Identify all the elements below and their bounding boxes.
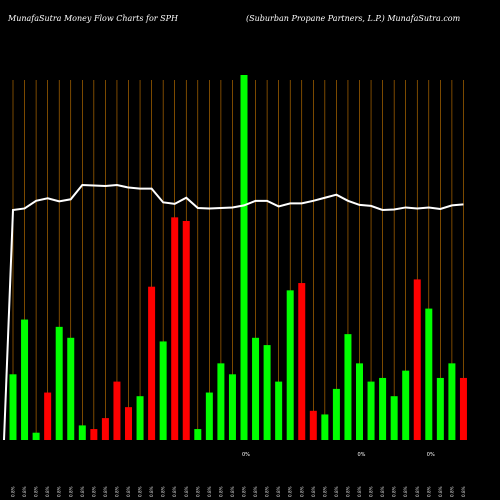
bar	[263, 345, 271, 440]
x-tick-label: 0.8%	[299, 486, 304, 497]
x-axis-labels: 0.8% 0.8% 0.8% 0.8% 0.8% 0.8% 0.8% 0.8% 0.8% 0.8%…	[11, 486, 466, 497]
x-tick-label: 0.8%	[380, 486, 385, 497]
x-tick-label: 0.8%	[161, 486, 166, 497]
annotation-label: 0%	[427, 452, 435, 458]
x-tick-label: 0.8%	[91, 486, 96, 497]
bar	[344, 334, 352, 440]
bar	[390, 396, 398, 440]
bar	[113, 381, 121, 440]
bar	[194, 429, 202, 440]
bar	[182, 221, 190, 440]
x-tick-label: 0.8%	[138, 486, 143, 497]
x-tick-label: 0.8%	[218, 486, 223, 497]
x-tick-label: 0.8%	[357, 486, 362, 497]
bar	[448, 363, 456, 440]
x-tick-label: 0.8%	[426, 486, 431, 497]
price-line	[3, 183, 464, 441]
bar	[217, 363, 225, 440]
x-tick-label: 0.8%	[345, 486, 350, 497]
grid-lines	[12, 80, 464, 440]
bar	[101, 418, 109, 440]
chart-title: MunafaSutra Money Flow Charts for SPH	[8, 14, 178, 23]
bar	[402, 370, 410, 440]
bar	[90, 429, 98, 440]
bar	[240, 75, 248, 440]
x-tick-label: 0.8%	[11, 486, 16, 497]
annotation-label: 0%	[242, 452, 250, 458]
x-tick-label: 0.8%	[195, 486, 200, 497]
x-tick-label: 0.8%	[334, 486, 339, 497]
x-tick-label: 0.8%	[242, 486, 247, 497]
price-line-series	[3, 183, 464, 441]
bar	[228, 374, 236, 440]
x-tick-label: 0.8%	[288, 486, 293, 497]
bar	[436, 377, 444, 440]
x-tick-label: 0.8%	[449, 486, 454, 497]
x-tick-label: 0.8%	[126, 486, 131, 497]
x-tick-label: 0.8%	[34, 486, 39, 497]
bar-series	[9, 75, 467, 440]
bar	[332, 388, 340, 440]
bar	[309, 410, 317, 440]
bar	[148, 286, 156, 440]
x-tick-label: 0.8%	[103, 486, 108, 497]
x-tick-label: 0.8%	[311, 486, 316, 497]
bar	[67, 337, 75, 440]
bar	[21, 319, 29, 440]
bar	[9, 374, 17, 440]
x-tick-label: 0.8%	[207, 486, 212, 497]
x-tick-label: 0.8%	[369, 486, 374, 497]
x-tick-label: 0.8%	[403, 486, 408, 497]
annotation-label: 0%	[358, 452, 366, 458]
bar	[275, 381, 283, 440]
bar	[125, 407, 132, 440]
x-tick-label: 0.8%	[114, 486, 119, 497]
bar	[171, 217, 179, 440]
x-tick-label: 0.8%	[22, 486, 27, 497]
x-tick-label: 0.8%	[438, 486, 443, 497]
x-tick-label: 0.8%	[415, 486, 420, 497]
company-name: (Suburban Propane Partners, L.P.) Munafa…	[246, 14, 461, 23]
x-tick-label: 0.8%	[265, 486, 270, 497]
bar	[32, 432, 40, 440]
bar	[286, 290, 294, 440]
x-tick-label: 0.8%	[253, 486, 258, 497]
bar	[413, 279, 421, 440]
x-tick-label: 0.8%	[68, 486, 73, 497]
bar	[205, 392, 213, 440]
bar	[252, 337, 260, 440]
bar	[44, 392, 52, 440]
annotations: 0% 0% 0%	[242, 452, 435, 458]
bar	[379, 377, 387, 440]
x-tick-label: 0.8%	[149, 486, 154, 497]
x-tick-label: 0.8%	[392, 486, 397, 497]
x-tick-label: 0.8%	[276, 486, 281, 497]
x-tick-label: 0.8%	[80, 486, 85, 497]
bar	[298, 283, 306, 440]
x-tick-label: 0.8%	[230, 486, 235, 497]
bar	[321, 414, 329, 440]
bar	[367, 381, 375, 440]
x-tick-label: 0.8%	[57, 486, 62, 497]
x-tick-label: 0.8%	[172, 486, 177, 497]
bar	[356, 363, 363, 440]
x-tick-label: 0.8%	[322, 486, 327, 497]
x-tick-label: 0.8%	[461, 486, 466, 497]
x-tick-label: 0.8%	[45, 486, 50, 497]
bar	[159, 341, 167, 440]
bar	[136, 396, 144, 440]
bar	[459, 377, 467, 440]
bar	[425, 308, 433, 440]
bar	[55, 326, 63, 440]
bar	[78, 425, 86, 440]
x-tick-label: 0.8%	[184, 486, 189, 497]
